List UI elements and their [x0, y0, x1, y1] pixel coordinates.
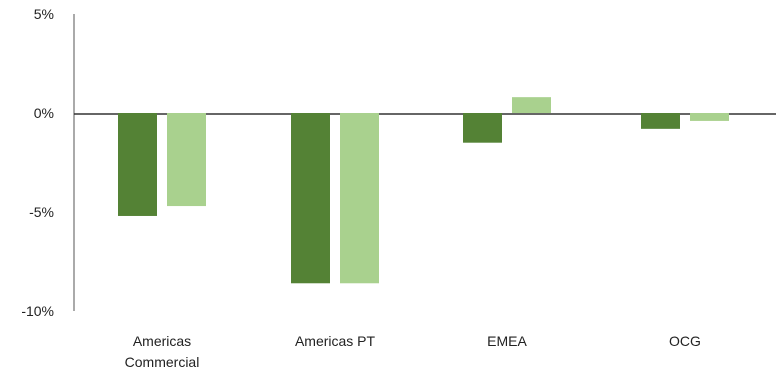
category-label: Americas — [133, 333, 191, 349]
bar-series-1-0 — [118, 113, 157, 216]
y-tick-label: 5% — [34, 6, 54, 22]
bar-series-2-0 — [167, 113, 206, 207]
bar-series-1-3 — [641, 113, 680, 129]
y-tick-label: 0% — [34, 105, 54, 121]
bars-group — [118, 97, 729, 284]
y-tick-label: -5% — [29, 204, 54, 220]
y-tick-labels: 5% 0% -5% -10% — [21, 6, 54, 319]
category-labels: Americas Commercial Americas PT EMEA OCG — [125, 333, 701, 370]
y-tick-label: -10% — [21, 303, 54, 319]
category-label: OCG — [669, 333, 701, 349]
bar-series-2-2 — [512, 97, 551, 113]
bar-series-1-1 — [291, 113, 330, 284]
bar-series-2-1 — [340, 113, 379, 284]
category-label: Americas PT — [295, 333, 376, 349]
category-label: EMEA — [487, 333, 527, 349]
category-label: Commercial — [125, 354, 200, 370]
bar-series-2-3 — [690, 113, 729, 121]
bar-series-1-2 — [463, 113, 502, 143]
